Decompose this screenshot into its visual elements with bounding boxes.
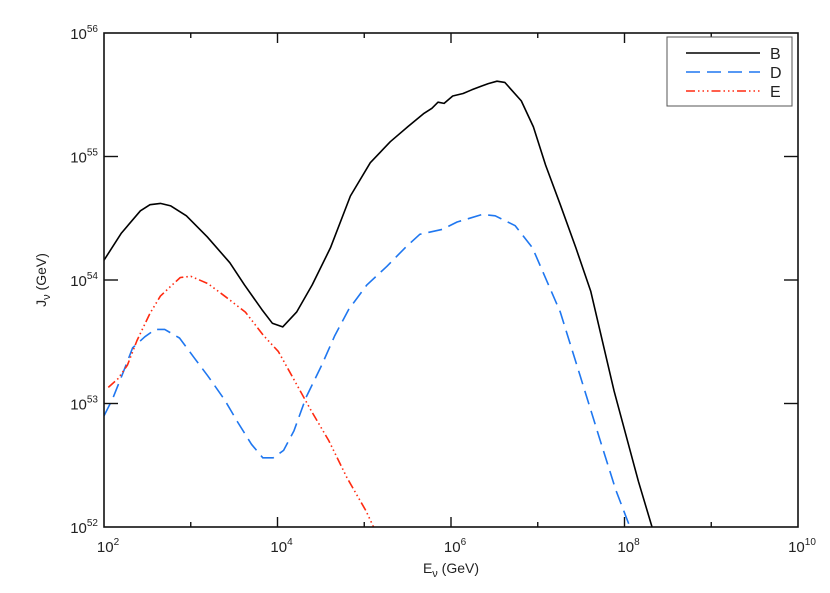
x-tick-label: 102	[97, 537, 120, 556]
legend: B D E	[666, 36, 793, 107]
y-tick-label: 1052	[70, 518, 98, 537]
x-tick-label: 108	[617, 537, 640, 556]
x-tick-label: 1010	[788, 537, 816, 556]
series-d-line	[104, 213, 631, 527]
axes-frame	[103, 32, 799, 528]
y-tick-label: 1053	[70, 395, 98, 414]
y-tick-label: 1056	[70, 24, 98, 43]
x-tick-label: 104	[270, 537, 293, 556]
y-axis-label: Jν (GeV)	[33, 253, 53, 307]
x-axis-label: Eν (GeV)	[423, 560, 479, 580]
series-layer	[104, 80, 653, 527]
legend-item-e: E	[686, 84, 781, 101]
legend-item-b: B	[686, 46, 781, 63]
series-e-line	[107, 275, 375, 527]
legend-label-d: D	[770, 65, 782, 82]
legend-label-b: B	[770, 46, 781, 63]
x-tick-label: 106	[444, 537, 467, 556]
y-tick-label: 1055	[70, 148, 98, 167]
ticks	[104, 33, 798, 527]
legend-label-e: E	[770, 84, 781, 101]
series-b-line	[104, 80, 653, 527]
plot-frame	[103, 32, 799, 528]
tick-labels: 102 104 106 108 1010 1052 1053 1054 1055 1056	[70, 24, 816, 556]
y-tick-label: 1054	[70, 271, 98, 290]
legend-item-d: D	[686, 65, 782, 82]
